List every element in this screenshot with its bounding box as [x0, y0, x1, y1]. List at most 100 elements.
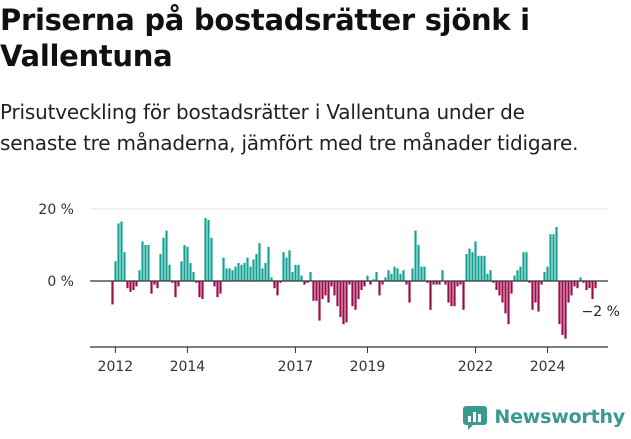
bar	[471, 252, 474, 281]
bar	[594, 281, 597, 289]
bar	[585, 281, 588, 290]
bar	[156, 281, 159, 289]
bar	[486, 273, 489, 281]
bar	[447, 281, 450, 303]
bar	[369, 281, 372, 285]
bar	[582, 281, 585, 283]
bar	[504, 281, 507, 314]
bar	[495, 281, 498, 290]
bar	[249, 266, 252, 281]
bar	[333, 281, 336, 296]
bar	[360, 281, 363, 290]
bar	[198, 281, 201, 298]
bar	[180, 261, 183, 281]
bar	[435, 281, 438, 285]
bar	[231, 270, 234, 281]
bar	[237, 263, 240, 281]
bar	[579, 277, 582, 281]
bar	[255, 254, 258, 281]
bar	[147, 245, 150, 281]
bar	[189, 263, 192, 281]
bar	[366, 275, 369, 281]
bar	[342, 281, 345, 325]
bar	[357, 281, 360, 299]
bar	[132, 281, 135, 290]
bar	[453, 281, 456, 307]
bar	[168, 264, 171, 281]
bar	[285, 257, 288, 281]
bar	[546, 266, 549, 281]
chart-grid	[90, 208, 608, 282]
bar	[567, 281, 570, 303]
bar	[516, 270, 519, 281]
bar	[384, 277, 387, 281]
bar	[528, 281, 531, 283]
bar	[192, 272, 195, 281]
bar	[312, 281, 315, 301]
bar	[165, 230, 168, 281]
bar	[270, 277, 273, 281]
bar	[177, 281, 180, 287]
bar	[405, 281, 408, 285]
bar	[321, 281, 324, 299]
last-value-annotation: −2 %	[582, 304, 620, 320]
bar	[531, 281, 534, 310]
bar	[117, 223, 120, 281]
bar	[243, 263, 246, 281]
bar	[378, 281, 381, 296]
bar	[123, 252, 126, 281]
bar	[213, 281, 216, 287]
x-tick-label: 2014	[170, 359, 206, 375]
bar	[327, 281, 330, 303]
bar	[555, 227, 558, 281]
bar	[114, 261, 117, 281]
bar	[261, 268, 264, 281]
newsworthy-logo-icon	[463, 406, 488, 430]
page-subtitle: Prisutveckling för bostadsrätter i Valle…	[0, 100, 579, 155]
bar	[111, 281, 114, 305]
bar-chart: 20 % 0 % 2012 2014 2017 2019 2022 2024 −2 %	[38, 202, 620, 375]
bar	[468, 248, 471, 281]
x-tick-label: 2012	[98, 359, 134, 375]
bar	[135, 281, 138, 287]
bar	[276, 281, 279, 296]
bar	[411, 268, 414, 281]
bar	[183, 245, 186, 281]
bar	[306, 281, 309, 283]
bar	[300, 275, 303, 281]
bar	[501, 281, 504, 303]
bar	[141, 241, 144, 281]
bar	[540, 281, 543, 285]
brand-name: Newsworthy	[494, 406, 625, 428]
bar	[432, 281, 435, 285]
bar	[345, 281, 348, 323]
bar	[195, 281, 198, 283]
bar	[381, 281, 384, 285]
bar	[219, 281, 222, 294]
bar	[480, 255, 483, 281]
bar	[201, 281, 204, 299]
bar	[204, 218, 207, 281]
bar	[267, 246, 270, 281]
bar	[351, 281, 354, 307]
bar	[477, 255, 480, 281]
x-tick-label: 2024	[530, 359, 566, 375]
newsworthy-brand[interactable]: Newsworthy	[462, 403, 625, 431]
bar	[324, 281, 327, 296]
bar	[138, 270, 141, 281]
bar	[228, 268, 231, 281]
bar	[492, 281, 495, 283]
bar	[459, 281, 462, 285]
bar	[543, 272, 546, 281]
bar	[120, 221, 123, 281]
bar	[348, 281, 351, 285]
bar	[474, 241, 477, 281]
bar	[186, 246, 189, 281]
page-title: Priserna på bostadsrätter sjönk i Vallen…	[0, 3, 530, 73]
bar	[207, 219, 210, 281]
bar	[252, 259, 255, 281]
bar	[264, 263, 267, 281]
bar	[507, 281, 510, 325]
bar	[339, 281, 342, 317]
bar	[417, 245, 420, 281]
